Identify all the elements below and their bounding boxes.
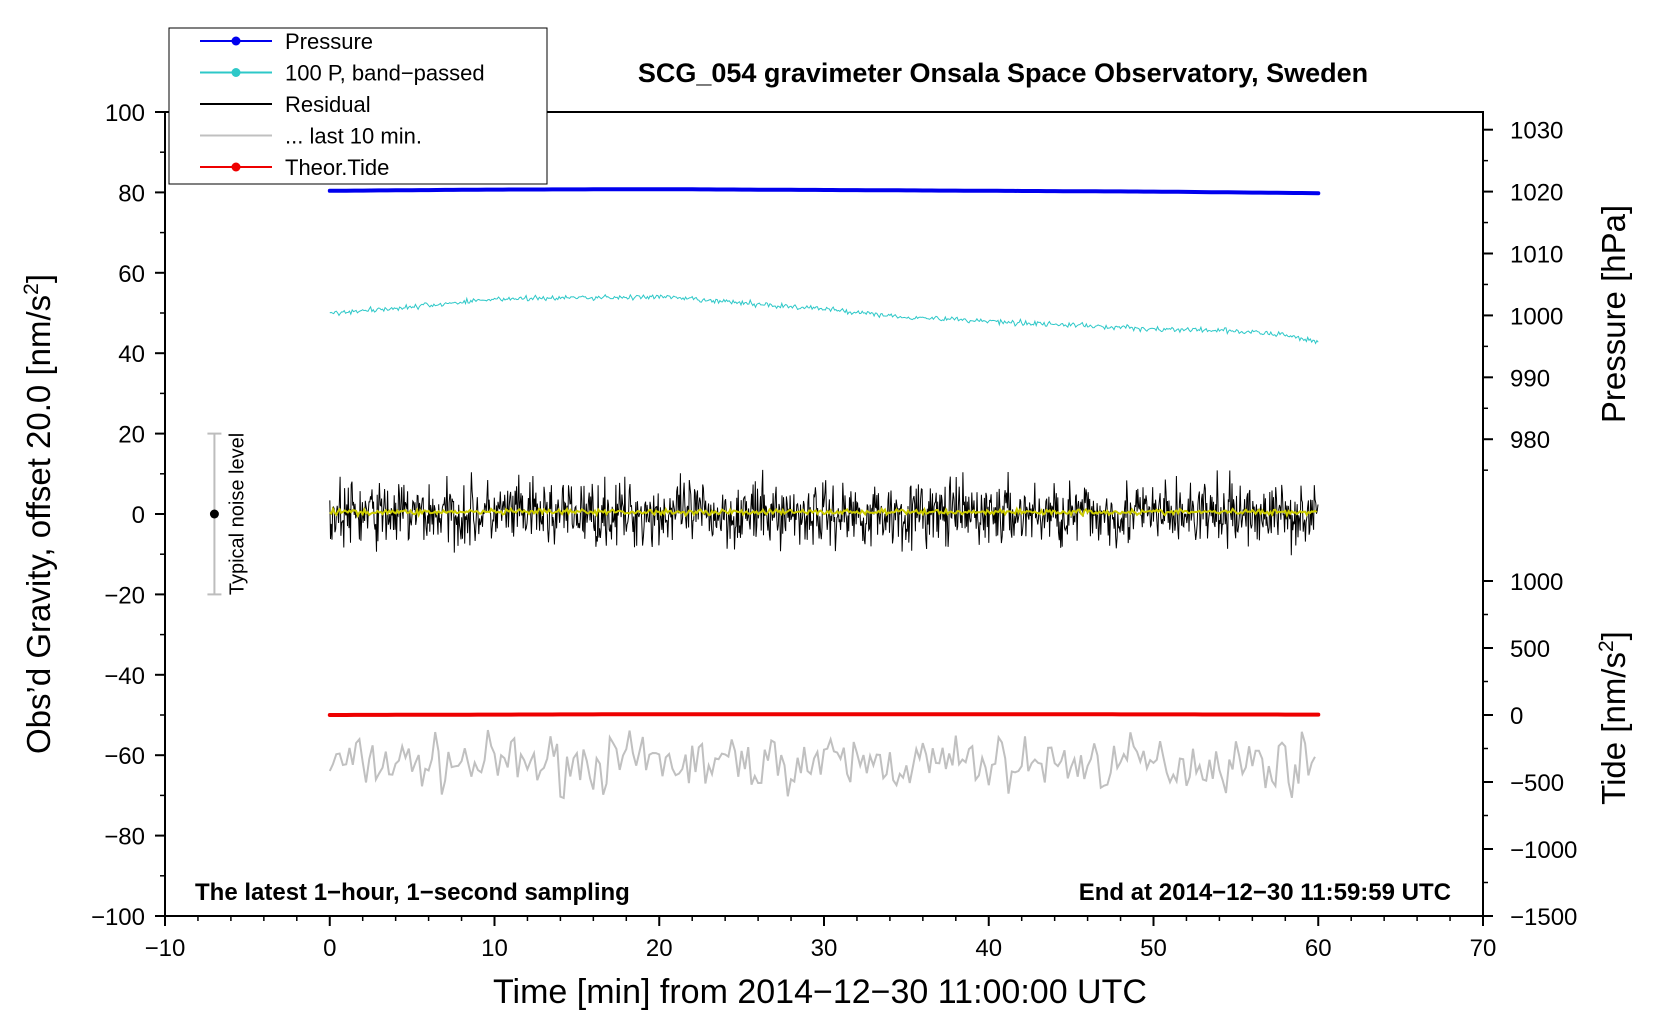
legend-label: ... last 10 min. — [285, 124, 422, 149]
y-tick-label: 20 — [118, 422, 145, 449]
pressure-tick-label: 980 — [1510, 427, 1550, 454]
x-tick-label: 50 — [1140, 935, 1167, 962]
y-axis-label-left-tail: ] — [20, 274, 57, 283]
legend-swatch-marker — [231, 162, 241, 172]
legend-label: Pressure — [285, 29, 373, 54]
pressure-tick-label: 1030 — [1510, 118, 1563, 145]
y-tick-label: 100 — [105, 100, 145, 127]
y-axis-label-left-main: Obs’d Gravity, offset 20.0 [nm/s — [20, 295, 57, 754]
tide-tick-label: 0 — [1510, 703, 1523, 730]
tide-axis-label: Tide [nm/s2] — [1595, 631, 1632, 805]
x-tick-label: 40 — [975, 935, 1002, 962]
legend-swatch-marker — [231, 68, 241, 77]
pressure-axis-label: Pressure [hPa] — [1595, 205, 1632, 423]
noise-bar-dot — [209, 509, 219, 519]
x-tick-label: −10 — [145, 935, 186, 962]
series-tide — [327, 712, 1321, 717]
tide-tick-label: −1500 — [1510, 904, 1577, 931]
pressure-tick-label: 990 — [1510, 365, 1550, 392]
annotation-end-time: End at 2014−12−30 11:59:59 UTC — [1079, 879, 1451, 906]
tide-tick-label: −1000 — [1510, 837, 1577, 864]
legend-label: Theor.Tide — [285, 155, 389, 180]
plot-data — [327, 187, 1321, 800]
y-tick-label: −80 — [104, 824, 145, 851]
series-pressure — [327, 187, 1321, 196]
chart-title: SCG_054 gravimeter Onsala Space Observat… — [638, 58, 1368, 88]
y-tick-label: 0 — [132, 502, 145, 529]
y-axis-label-left: Obs’d Gravity, offset 20.0 [nm/s2] — [20, 274, 57, 754]
annotation-latest-hour: The latest 1−hour, 1−second sampling — [195, 879, 630, 906]
y-axis-left: 100 80 60 40 20 0 −20 −40 −60 −80 −100 — [91, 100, 165, 931]
pressure-tick-label: 1000 — [1510, 303, 1563, 330]
pressure-tick-label: 1020 — [1510, 180, 1563, 207]
x-tick-label: 30 — [811, 935, 838, 962]
noise-bar-label: Typical noise level — [226, 433, 248, 595]
tide-axis-label-sup: 2 — [1595, 640, 1618, 652]
series-smooth — [329, 506, 1318, 519]
series-residual10 — [328, 729, 1316, 800]
x-tick-label: 70 — [1470, 935, 1497, 962]
legend-swatch-marker — [231, 36, 241, 46]
tide-tick-label: −500 — [1510, 770, 1564, 797]
x-tick-label: 20 — [646, 935, 673, 962]
x-tick-label: 10 — [481, 935, 508, 962]
y-tick-label: 40 — [118, 341, 145, 368]
y-tick-label: −100 — [91, 904, 145, 931]
legend: Pressure 100 P, band−passed Residual ... la… — [168, 27, 548, 185]
series-bandpassed — [329, 293, 1319, 345]
pressure-tick-label: 1010 — [1510, 242, 1563, 269]
y-axis-right: 1030 1020 1010 1000 990 980 1000 500 0 −500 −1000 −… — [1483, 118, 1577, 931]
legend-label: Residual — [285, 92, 371, 117]
series-residual — [329, 469, 1319, 556]
x-axis-label: Time [min] from 2014−12−30 11:00:00 UTC — [493, 973, 1147, 1011]
x-tick-label: 0 — [323, 935, 336, 962]
y-tick-label: −60 — [104, 743, 145, 770]
y-tick-label: −20 — [104, 582, 145, 609]
y-axis-label-left-sup: 2 — [20, 283, 43, 295]
legend-label: 100 P, band−passed — [285, 61, 485, 86]
y-tick-label: 60 — [118, 261, 145, 288]
y-tick-label: 80 — [118, 180, 145, 207]
tide-tick-label: 1000 — [1510, 569, 1563, 596]
y-tick-label: −40 — [104, 663, 145, 690]
typical-noise-level-bar: Typical noise level — [207, 432, 248, 596]
tide-axis-label-main: Tide [nm/s — [1595, 652, 1632, 805]
tide-axis-label-tail: ] — [1595, 631, 1632, 640]
x-tick-label: 60 — [1305, 935, 1332, 962]
tide-tick-label: 500 — [1510, 636, 1550, 663]
legend-box — [168, 27, 548, 185]
x-axis: −10 0 10 20 30 40 50 60 70 — [145, 916, 1497, 962]
